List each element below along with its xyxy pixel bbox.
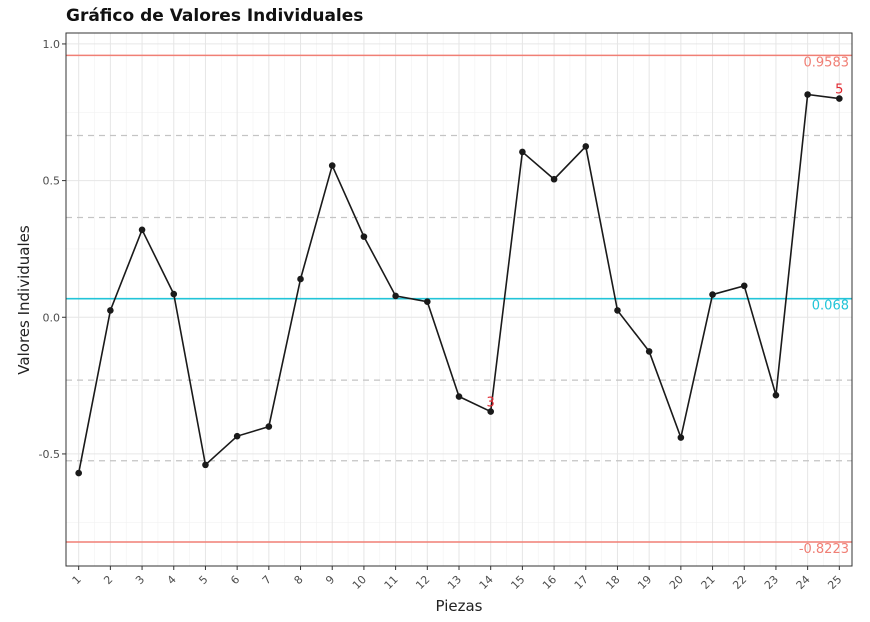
x-tick-label: 4 bbox=[165, 573, 179, 587]
x-tick-label: 20 bbox=[667, 573, 686, 592]
x-tick-label: 21 bbox=[699, 573, 718, 592]
data-point bbox=[107, 307, 114, 314]
x-tick-label: 10 bbox=[350, 573, 369, 592]
x-tick-label: 22 bbox=[730, 573, 749, 592]
x-tick-label: 8 bbox=[292, 573, 306, 587]
x-tick-label: 5 bbox=[196, 573, 210, 587]
x-tick-label: 18 bbox=[603, 573, 622, 592]
upper-limit-label: 0.9583 bbox=[804, 55, 850, 70]
lower-limit-label: -0.8223 bbox=[799, 542, 849, 557]
violation-flag-label: 3 bbox=[487, 396, 495, 411]
data-point bbox=[487, 408, 494, 415]
x-tick-label: 11 bbox=[382, 573, 401, 592]
data-point bbox=[455, 393, 463, 400]
data-point bbox=[772, 391, 780, 399]
chart-title: Gráfico de Valores Individuales bbox=[66, 6, 363, 26]
data-point bbox=[550, 175, 558, 183]
x-tick-label: 3 bbox=[133, 573, 147, 587]
x-axis-title: Piezas bbox=[436, 597, 483, 615]
center-line-label: 0.068 bbox=[812, 299, 849, 314]
x-tick-label: 23 bbox=[762, 573, 781, 592]
y-axis-title: Valores Individuales bbox=[15, 225, 33, 375]
data-point bbox=[360, 233, 368, 240]
data-point bbox=[804, 91, 811, 98]
x-tick-label: 17 bbox=[572, 573, 591, 592]
x-tick-label: 1 bbox=[70, 573, 84, 587]
data-point bbox=[582, 143, 590, 150]
x-tick-label: 15 bbox=[508, 573, 527, 592]
data-point bbox=[709, 291, 716, 298]
data-point bbox=[328, 162, 336, 169]
data-point bbox=[519, 148, 526, 156]
x-tick-label: 13 bbox=[445, 573, 464, 592]
data-point bbox=[233, 432, 241, 440]
data-point bbox=[645, 348, 653, 355]
x-tick-label: 2 bbox=[101, 573, 115, 587]
y-tick-label: -0.5 bbox=[39, 448, 60, 461]
data-point bbox=[392, 292, 399, 300]
data-point bbox=[836, 95, 843, 102]
x-tick-label: 6 bbox=[228, 573, 242, 587]
x-tick-label: 19 bbox=[635, 573, 654, 592]
x-tick-label: 12 bbox=[413, 573, 432, 592]
violation-flag-label: 5 bbox=[835, 83, 843, 98]
data-point bbox=[424, 298, 431, 305]
x-tick-label: 25 bbox=[825, 573, 844, 592]
data-point bbox=[138, 226, 146, 234]
data-point bbox=[170, 290, 178, 298]
x-tick-label: 7 bbox=[260, 573, 274, 587]
data-point bbox=[740, 282, 748, 290]
x-tick-label: 16 bbox=[540, 573, 559, 592]
data-point bbox=[297, 275, 304, 283]
y-tick-label: 1.0 bbox=[43, 38, 61, 51]
x-tick-label: 9 bbox=[323, 573, 337, 587]
x-tick-label: 24 bbox=[794, 573, 813, 592]
x-tick-label: 14 bbox=[477, 573, 496, 592]
data-point bbox=[75, 469, 82, 477]
y-tick-label: 0.5 bbox=[43, 175, 61, 188]
data-point bbox=[614, 307, 621, 314]
y-tick-label: 0.0 bbox=[43, 311, 61, 324]
data-point bbox=[677, 434, 685, 441]
data-point bbox=[265, 423, 273, 430]
data-point bbox=[202, 461, 209, 469]
